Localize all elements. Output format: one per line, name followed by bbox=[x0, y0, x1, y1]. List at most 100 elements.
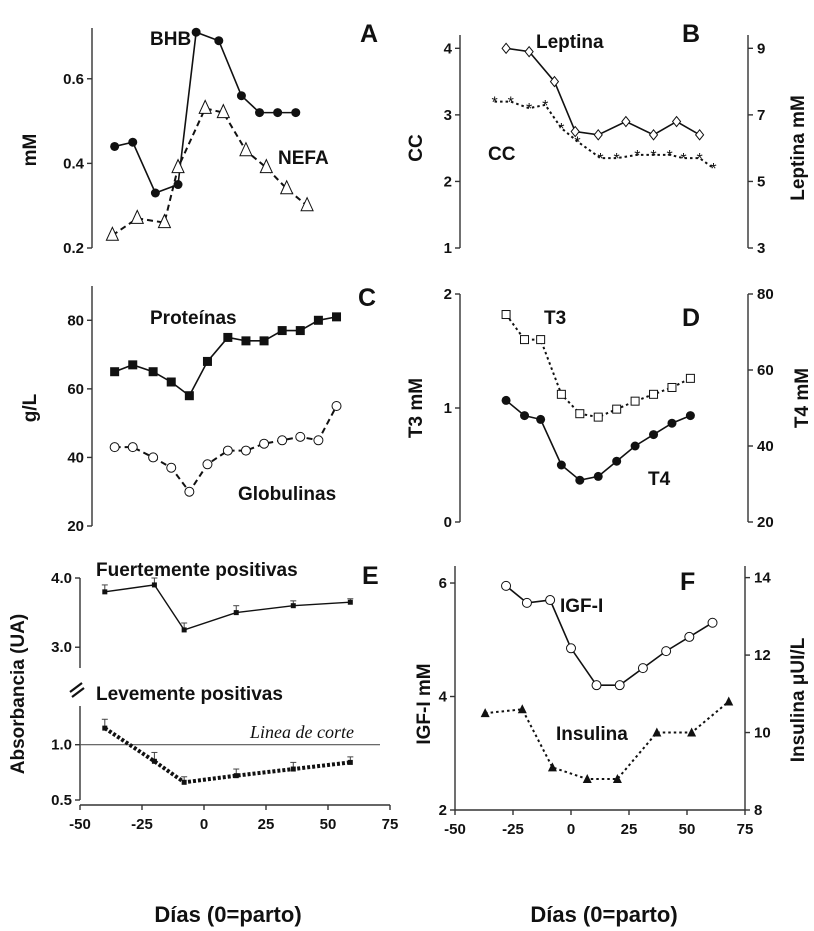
data-point-leptina bbox=[549, 75, 560, 88]
axis-break-mark bbox=[71, 687, 85, 698]
y-axis-tick-label: 4 bbox=[444, 40, 453, 57]
y-axis-tick-label: 80 bbox=[67, 312, 84, 329]
data-point-prote-nas bbox=[295, 326, 305, 336]
data-point-t4 bbox=[520, 411, 530, 421]
data-point-globulinas bbox=[295, 431, 306, 442]
y2-axis-tick-label: 9 bbox=[757, 40, 765, 57]
panel-c-letter: C bbox=[358, 284, 376, 312]
data-point-nefa bbox=[105, 226, 120, 241]
data-point-t4 bbox=[593, 471, 603, 481]
data-point-prote-nas bbox=[148, 367, 158, 377]
data-point-igf-i bbox=[637, 663, 648, 674]
y-axis-tick-label: 1 bbox=[444, 240, 452, 257]
data-point-bhb bbox=[273, 108, 283, 118]
data-point-nefa bbox=[171, 158, 185, 174]
data-point-igf-i bbox=[707, 617, 718, 628]
data-point-leptina bbox=[621, 115, 631, 128]
data-point-bhb bbox=[255, 108, 265, 118]
data-point-leptina bbox=[501, 42, 511, 55]
panel-b-letter: B bbox=[682, 20, 700, 48]
data-point-prote-nas bbox=[313, 315, 323, 325]
series-label-leptina: Leptina bbox=[536, 32, 604, 53]
data-point-leptina bbox=[694, 129, 705, 141]
panel-c-ylabel: g/L bbox=[20, 393, 41, 422]
x-axis-tick-label: 0 bbox=[200, 816, 208, 833]
data-point-globulinas bbox=[184, 486, 195, 497]
data-point-bhb bbox=[110, 141, 120, 151]
upper-point bbox=[102, 589, 108, 595]
data-point-bhb bbox=[291, 108, 301, 118]
panel-f-y2label: Insulina μUI/L bbox=[788, 637, 809, 762]
series-label-nefa: NEFA bbox=[278, 148, 329, 169]
x-axis-tick-label: 50 bbox=[679, 821, 696, 838]
data-point-cc: * bbox=[710, 161, 716, 178]
data-point-prote-nas bbox=[277, 326, 287, 336]
y2-axis-tick-label: 60 bbox=[757, 362, 774, 379]
panel-b: B Leptina CC CC Leptina mM 1 2 3 4 3 5 7 9 * * * * *… bbox=[406, 20, 809, 257]
data-point-globulinas bbox=[109, 442, 120, 453]
x-axis-tick-label: 25 bbox=[258, 816, 275, 833]
data-point-t3 bbox=[593, 412, 603, 422]
data-point-prote-nas bbox=[223, 332, 233, 342]
panel-b-ylabel: CC bbox=[406, 134, 427, 162]
data-point-prote-nas bbox=[241, 336, 251, 346]
y-axis-tick-label: 2 bbox=[439, 802, 447, 819]
panel-a-ylabel: mM bbox=[20, 134, 41, 167]
data-point-cc: * bbox=[634, 148, 640, 165]
data-point-globulinas bbox=[277, 435, 288, 446]
y-axis-tick-label: 0 bbox=[444, 514, 452, 531]
lower-y-axis-tick-label: 0.5 bbox=[51, 792, 72, 809]
y-axis-tick-label: 3 bbox=[444, 107, 452, 124]
data-point-cc: * bbox=[667, 148, 673, 165]
data-point-nefa bbox=[300, 196, 314, 212]
panel-d-letter: D bbox=[682, 304, 700, 332]
data-point-insulina bbox=[687, 727, 697, 737]
data-point-leptina bbox=[671, 115, 682, 128]
data-point-igf-i bbox=[501, 580, 512, 591]
data-point-t3 bbox=[612, 404, 622, 414]
y-axis-tick-label: 6 bbox=[439, 575, 447, 592]
data-point-insulina bbox=[517, 704, 527, 714]
data-point-cc: * bbox=[574, 135, 580, 152]
data-point-t3 bbox=[501, 310, 511, 320]
upper-point bbox=[347, 599, 353, 605]
data-point-nefa bbox=[259, 158, 274, 174]
data-point-nefa bbox=[239, 141, 253, 157]
data-point-nefa bbox=[130, 209, 145, 224]
y2-axis-tick-label: 40 bbox=[757, 438, 774, 455]
y-axis-tick-label: 2 bbox=[444, 286, 452, 303]
series-line-cc bbox=[494, 100, 715, 169]
data-point-igf-i bbox=[545, 595, 556, 606]
y-axis-tick-label: 0.6 bbox=[63, 71, 84, 88]
x-axis-tick-label: 75 bbox=[737, 821, 754, 838]
data-point-leptina bbox=[524, 45, 534, 58]
data-point-prote-nas bbox=[110, 367, 120, 377]
data-point-t4 bbox=[612, 456, 622, 466]
lower-point bbox=[181, 779, 187, 785]
series-label-insulina: Insulina bbox=[556, 724, 628, 745]
data-point-t3 bbox=[667, 382, 677, 392]
x-axis-tick-label: -50 bbox=[444, 821, 466, 838]
data-point-insulina bbox=[547, 762, 557, 772]
upper-series-line bbox=[104, 584, 351, 631]
panel-b-y2label: Leptina mM bbox=[788, 95, 809, 201]
y-axis-tick-label: 0.2 bbox=[63, 240, 84, 257]
x-axis-tick-label: 0 bbox=[567, 821, 575, 838]
data-point-globulinas bbox=[148, 452, 159, 463]
upper-point bbox=[181, 627, 187, 633]
data-point-prote-nas bbox=[166, 377, 176, 387]
y2-axis-tick-label: 7 bbox=[757, 107, 765, 124]
panel-e-xlabel: Días (0=parto) bbox=[154, 902, 301, 927]
data-point-igf-i bbox=[684, 631, 695, 642]
lower-series-line bbox=[103, 726, 351, 785]
data-point-t4 bbox=[501, 395, 511, 405]
axis-break-mark bbox=[69, 682, 83, 693]
data-point-nefa bbox=[198, 99, 212, 114]
upper-title: Fuertemente positivas bbox=[96, 560, 298, 581]
x-axis-tick-label: -25 bbox=[131, 816, 153, 833]
panel-f-xlabel: Días (0=parto) bbox=[530, 902, 677, 927]
x-axis-tick-label: 25 bbox=[621, 821, 638, 838]
data-point-insulina bbox=[582, 774, 592, 784]
y-axis-tick-label: 60 bbox=[67, 381, 84, 398]
data-point-prote-nas bbox=[202, 356, 212, 366]
